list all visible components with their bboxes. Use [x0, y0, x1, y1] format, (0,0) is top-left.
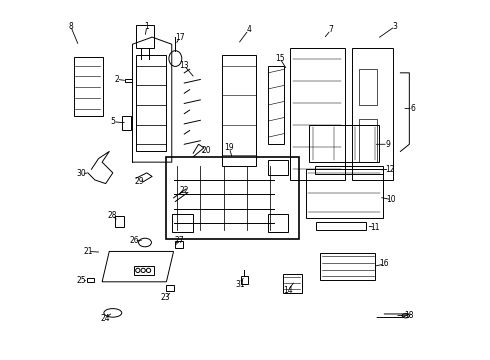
Text: 10: 10	[387, 195, 396, 204]
Bar	[222, 55, 256, 166]
Bar	[172, 214, 193, 232]
Text: 30: 30	[76, 169, 86, 178]
Bar	[122, 116, 131, 130]
Text: 7: 7	[328, 26, 333, 35]
Bar	[136, 24, 154, 48]
Text: 12: 12	[385, 165, 394, 174]
Text: 27: 27	[174, 236, 184, 245]
Bar	[87, 278, 94, 282]
Text: 18: 18	[405, 311, 414, 320]
Bar	[317, 222, 367, 230]
Bar	[166, 285, 173, 292]
Text: 16: 16	[379, 260, 389, 269]
Bar	[134, 266, 154, 275]
Text: 20: 20	[201, 146, 211, 155]
Text: 13: 13	[179, 61, 189, 70]
Text: 3: 3	[392, 22, 397, 31]
Bar	[352, 48, 393, 180]
Bar	[320, 253, 375, 280]
Bar	[315, 166, 383, 174]
Bar	[115, 216, 123, 227]
Bar	[268, 214, 288, 232]
Text: 31: 31	[236, 280, 245, 289]
Text: 9: 9	[386, 140, 391, 149]
Text: 28: 28	[107, 211, 117, 220]
Text: 4: 4	[246, 26, 251, 35]
Bar	[359, 69, 377, 105]
Text: 24: 24	[100, 314, 110, 323]
Text: 2: 2	[114, 75, 119, 84]
Text: 6: 6	[411, 104, 416, 113]
Text: 25: 25	[76, 276, 86, 285]
Text: 29: 29	[135, 177, 145, 186]
Text: 14: 14	[283, 286, 293, 295]
Text: 5: 5	[110, 117, 115, 126]
Bar	[290, 48, 345, 180]
Text: 23: 23	[161, 293, 171, 302]
Bar	[268, 160, 288, 175]
Text: 19: 19	[224, 143, 234, 152]
Text: 22: 22	[179, 186, 189, 195]
Text: 8: 8	[68, 22, 73, 31]
Text: 21: 21	[83, 247, 93, 256]
Bar	[283, 274, 302, 293]
Bar	[309, 125, 379, 162]
Bar	[306, 169, 383, 217]
Text: 1: 1	[145, 22, 149, 31]
Bar	[175, 242, 183, 248]
Bar	[74, 57, 103, 116]
Text: 17: 17	[175, 33, 185, 42]
Text: 26: 26	[129, 236, 139, 245]
Bar	[359, 119, 377, 162]
Bar	[125, 79, 132, 82]
Bar	[268, 66, 284, 144]
Bar	[136, 55, 167, 152]
Bar	[167, 157, 298, 239]
Bar	[241, 276, 248, 284]
Text: 15: 15	[275, 54, 285, 63]
Text: 11: 11	[370, 222, 380, 231]
